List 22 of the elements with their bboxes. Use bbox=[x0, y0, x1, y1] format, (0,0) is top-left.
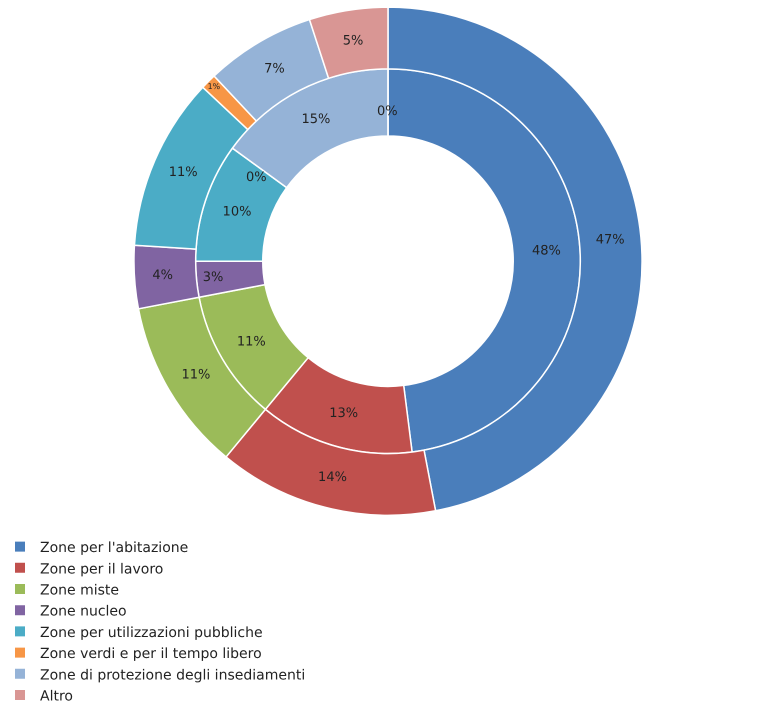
data-label: 15% bbox=[301, 112, 330, 128]
legend-label: Zone miste bbox=[40, 582, 120, 598]
text: 0% bbox=[246, 170, 267, 185]
data-label: 5% bbox=[342, 33, 364, 48]
data-label: 11% bbox=[236, 334, 266, 350]
legend-label: Zone per il lavoro bbox=[40, 561, 164, 578]
data-label: 7% bbox=[264, 62, 285, 77]
data-label: 47% bbox=[596, 232, 625, 248]
data-label: 14% bbox=[318, 470, 347, 485]
data-label: 3% bbox=[202, 270, 224, 286]
legend-label: Zone di protezione degli insediamenti bbox=[40, 667, 306, 684]
data-label: 11% bbox=[168, 165, 198, 180]
data-label: 13% bbox=[329, 406, 358, 422]
legend-label: Zone per utilizzazioni pubbliche bbox=[40, 624, 263, 641]
data-label: 4% bbox=[152, 268, 174, 283]
legend-label: Zone per l'abitazione bbox=[40, 540, 188, 556]
data-label: 48% bbox=[532, 244, 561, 259]
legend-label: Altro bbox=[40, 688, 73, 704]
data-label: 10% bbox=[222, 204, 252, 220]
legend-label: Zone nucleo bbox=[40, 604, 127, 620]
data-label: 11% bbox=[181, 367, 210, 382]
legend-label: Zone verdi e per il tempo libero bbox=[40, 646, 262, 662]
